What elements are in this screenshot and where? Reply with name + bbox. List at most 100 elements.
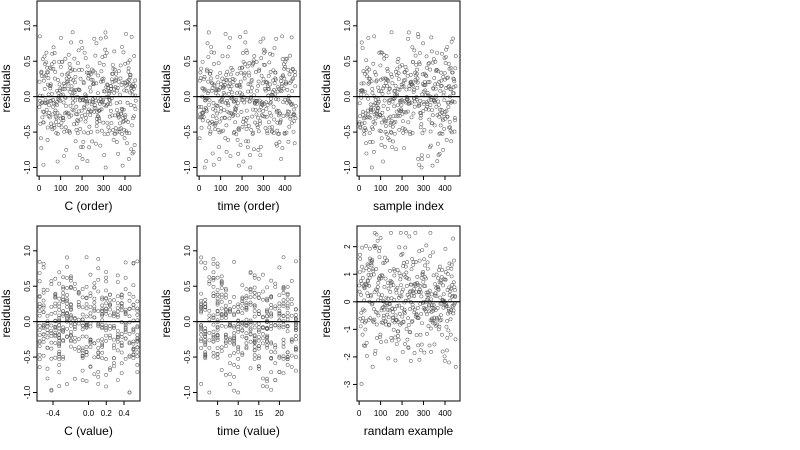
data-point — [75, 118, 80, 123]
data-point — [215, 275, 220, 280]
data-point — [285, 324, 290, 329]
x-tick-label: 15 — [254, 409, 263, 418]
data-point — [119, 293, 124, 298]
data-point — [108, 323, 112, 328]
data-point — [131, 283, 136, 288]
data-point — [431, 308, 436, 313]
data-point — [104, 309, 108, 314]
data-point — [248, 366, 253, 371]
data-point — [261, 36, 266, 41]
data-point — [53, 108, 58, 113]
data-point — [251, 58, 256, 63]
data-point — [199, 323, 204, 328]
data-point — [385, 258, 389, 263]
data-point — [376, 281, 381, 285]
data-point — [414, 260, 418, 264]
data-point — [273, 323, 278, 328]
data-point — [236, 304, 241, 309]
data-point — [61, 297, 66, 302]
data-point — [252, 334, 257, 339]
data-point — [274, 108, 279, 113]
data-point — [135, 333, 140, 337]
data-point — [278, 118, 283, 123]
data-point — [380, 91, 385, 96]
data-point — [418, 98, 423, 103]
data-point — [80, 356, 85, 360]
data-point — [61, 309, 66, 313]
data-point — [379, 120, 384, 125]
data-point — [241, 159, 246, 164]
data-point — [204, 107, 209, 112]
data-point — [125, 141, 129, 146]
data-point — [274, 97, 278, 102]
data-point — [115, 348, 120, 353]
data-point — [415, 85, 420, 90]
data-point — [73, 98, 78, 103]
data-point — [219, 316, 224, 321]
data-point — [236, 126, 241, 131]
data-point — [40, 115, 45, 120]
data-point — [252, 303, 257, 308]
data-point — [111, 364, 116, 369]
data-point — [69, 338, 73, 343]
data-point — [219, 323, 224, 328]
data-point — [372, 307, 376, 312]
data-point — [66, 111, 71, 115]
data-point — [247, 61, 252, 65]
data-point — [256, 115, 260, 120]
data-point — [256, 276, 261, 281]
data-point — [451, 294, 455, 298]
data-point — [427, 288, 432, 293]
data-point — [400, 126, 405, 131]
data-point — [424, 107, 429, 111]
data-point — [219, 345, 224, 350]
data-point — [80, 378, 85, 383]
data-point — [246, 139, 251, 144]
data-point — [198, 115, 203, 120]
data-point — [244, 317, 249, 322]
data-point — [135, 339, 140, 344]
data-point — [437, 151, 442, 156]
data-point — [72, 376, 77, 381]
data-point — [41, 265, 46, 270]
data-point — [223, 335, 228, 340]
data-point — [37, 260, 42, 264]
data-point — [90, 139, 95, 144]
data-point — [47, 110, 52, 115]
data-point — [419, 311, 424, 316]
data-point — [375, 336, 379, 340]
data-point — [256, 129, 261, 134]
data-point — [274, 110, 279, 114]
data-point — [279, 157, 284, 161]
data-point — [244, 346, 249, 351]
data-point — [444, 324, 449, 329]
data-point — [265, 327, 269, 332]
data-point — [408, 289, 413, 294]
data-point — [72, 325, 77, 330]
data-point — [67, 75, 71, 79]
data-point — [436, 327, 441, 332]
data-point — [88, 339, 93, 344]
data-point — [114, 101, 119, 106]
data-point — [386, 356, 391, 361]
data-point — [112, 49, 117, 54]
data-point — [453, 66, 458, 71]
data-point — [203, 330, 208, 334]
data-point — [44, 50, 49, 55]
data-point — [407, 30, 411, 35]
data-point — [217, 130, 222, 135]
data-point — [358, 324, 363, 329]
data-point — [234, 132, 239, 137]
data-point — [115, 273, 120, 278]
data-point — [232, 324, 236, 329]
data-point — [425, 331, 429, 336]
data-point — [111, 346, 116, 351]
data-point — [199, 260, 204, 265]
data-point — [104, 50, 109, 55]
data-point — [110, 80, 115, 84]
data-point — [76, 321, 81, 326]
data-point — [392, 297, 397, 302]
data-point — [413, 53, 418, 58]
data-point — [382, 260, 387, 265]
data-point — [119, 361, 124, 366]
